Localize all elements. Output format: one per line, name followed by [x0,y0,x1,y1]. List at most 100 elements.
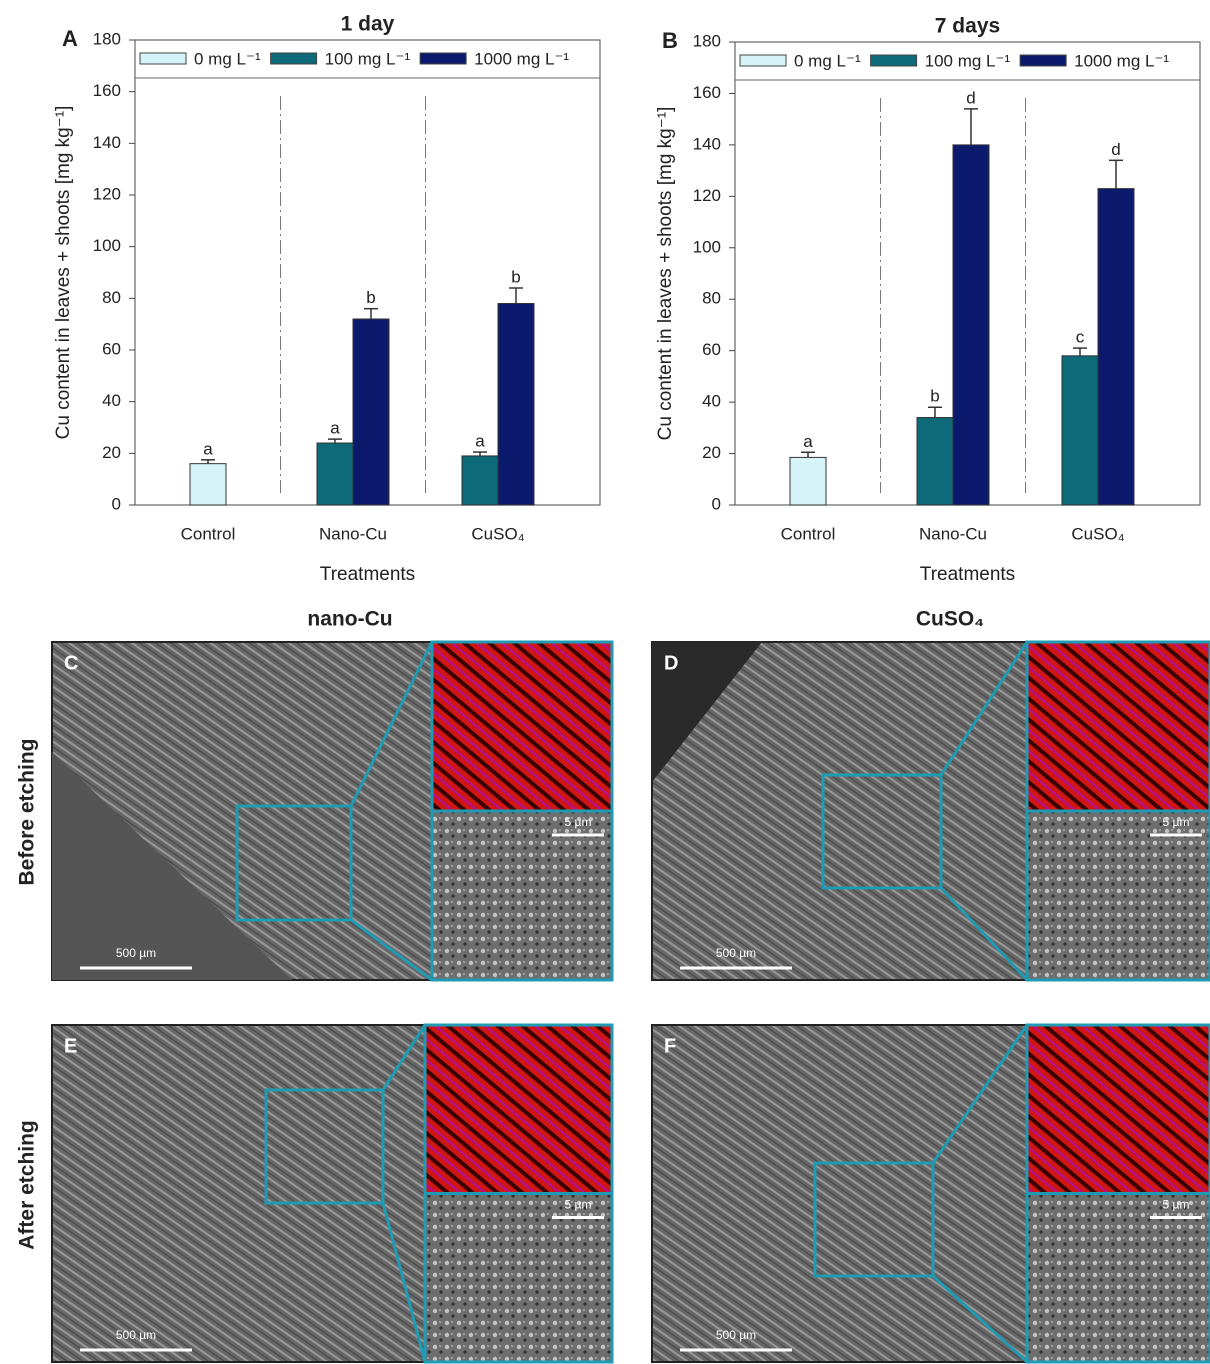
bar [316,442,354,506]
sem-background [52,752,292,980]
zoom-box [264,1088,385,1205]
y-tick-label: 60 [102,339,121,358]
bar [1061,355,1099,506]
significance-letter: d [966,88,975,107]
legend-label: 0 mg L⁻¹ [794,51,861,70]
inset-scale-label: 5 µm [1163,815,1190,829]
panel-label: B [662,28,678,53]
x-tick-label: Nano-Cu [319,524,387,543]
sem-inset [430,809,614,982]
x-tick-label: Nano-Cu [919,524,987,543]
row-title: Before etching [16,738,39,885]
zoom-line [939,886,1029,982]
y-tick-label: 100 [693,237,721,256]
zoom-box [235,804,353,922]
chart: A 1 day Cu content in leaves + shoots [mg … [53,13,601,585]
bar [352,318,390,506]
panel-label: F [664,1035,676,1057]
panel-label: E [64,1035,77,1057]
fluorescence-inset [423,1023,614,1195]
x-tick-label: CuSO₄ [1071,524,1124,543]
legend-label: 0 mg L⁻¹ [194,49,261,68]
scale-label: 500 µm [716,1328,756,1342]
bar [461,455,499,506]
scale-label: 500 µm [116,1328,156,1342]
zoom-line [381,1024,427,1091]
y-tick-label: 160 [93,81,121,100]
panel-label: D [664,652,678,674]
significance-letter: a [475,432,485,451]
legend-label: 100 mg L⁻¹ [925,51,1011,70]
legend-label: 100 mg L⁻¹ [325,49,411,68]
y-tick-label: 180 [693,31,721,50]
chart-title: 7 days [935,15,1000,38]
micrographs: nano-Cu CuSO₄ Before etching After etchi… [16,608,1210,1364]
significance-letter: a [330,419,340,438]
significance-letter: b [930,387,939,406]
x-axis-label: Treatments [920,564,1015,585]
chart: B 7 days Cu content in leaves + shoots [mg… [655,15,1201,585]
chart-title: 1 day [341,13,395,36]
sem-inset [1025,1192,1210,1364]
zoom-line [349,641,434,807]
significance-letter: d [1111,140,1120,159]
bar [497,303,535,506]
inset-scale-label: 5 µm [1163,1198,1190,1212]
y-tick-label: 40 [702,392,721,411]
zoom-box [821,773,943,890]
y-tick-label: 120 [693,186,721,205]
bar [1097,188,1135,506]
legend-label: 1000 mg L⁻¹ [474,49,569,68]
y-tick-label: 0 [112,494,121,513]
inset-scale-label: 5 µm [565,1198,592,1212]
sem-inset [1025,809,1210,982]
charts: A 1 day Cu content in leaves + shoots [mg … [53,13,1201,585]
sem-inset [423,1192,614,1364]
micrograph-panel: E 500 µm 5 µm [51,1023,614,1364]
legend-swatch [139,52,187,65]
y-tick-label: 80 [102,288,121,307]
y-tick-label: 40 [102,391,121,410]
significance-letter: a [203,439,213,458]
legend-swatch [419,52,467,65]
bar [789,456,827,506]
y-tick-label: 140 [693,134,721,153]
zoom-line [931,1274,1029,1364]
y-tick-label: 140 [93,133,121,152]
zoom-box [813,1161,935,1278]
y-tick-label: 160 [693,83,721,102]
inset-scale-label: 5 µm [565,815,592,829]
significance-letter: b [366,288,375,307]
legend-label: 1000 mg L⁻¹ [1074,51,1169,70]
legend-swatch [1019,54,1067,67]
scale-label: 500 µm [716,946,756,960]
zoom-line [350,918,433,982]
y-tick-label: 20 [702,443,721,462]
y-tick-label: 20 [102,443,121,462]
fluorescence-inset [430,640,614,813]
sem-background [652,642,762,782]
sem-image [51,1024,426,1363]
significance-letter: b [511,267,520,286]
significance-letter: c [1076,328,1085,347]
legend-swatch [870,54,918,67]
significance-letter: a [803,432,813,451]
bar [189,463,227,506]
legend-swatch [270,52,318,65]
y-axis-label: Cu content in leaves + shoots [mg kg⁻¹] [655,107,676,441]
column-title: CuSO₄ [916,608,984,631]
fluorescence-inset [1025,1023,1210,1195]
panel-label: C [64,652,78,674]
scale-label: 500 µm [116,946,156,960]
legend-swatch [739,54,787,67]
micrograph-panel: F 500 µm 5 µm [651,1023,1210,1364]
zoom-line [381,1202,427,1363]
y-axis-label: Cu content in leaves + shoots [mg kg⁻¹] [53,106,74,440]
column-title: nano-Cu [307,608,392,631]
bar [916,417,954,506]
y-tick-label: 60 [702,340,721,359]
x-tick-label: Control [781,524,836,543]
micrograph-panel: C 500 µm 5 µm [51,640,614,982]
zoom-line [939,641,1029,776]
